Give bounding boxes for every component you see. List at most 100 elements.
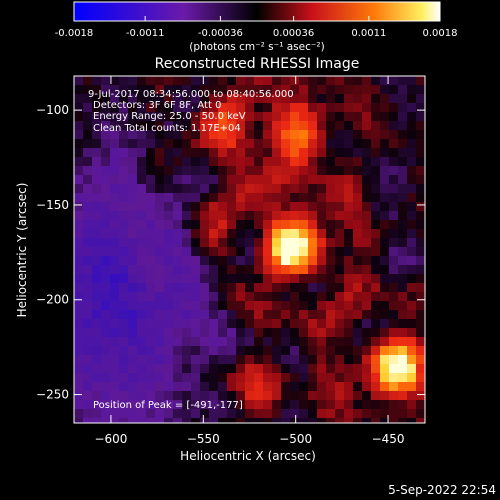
heatmap-cell bbox=[191, 220, 200, 229]
heatmap-cell bbox=[119, 202, 128, 211]
heatmap-cell bbox=[263, 265, 272, 274]
heatmap-cell bbox=[209, 238, 218, 247]
heatmap-cell bbox=[110, 157, 119, 166]
heatmap-cell bbox=[173, 103, 182, 112]
heatmap-cell bbox=[344, 292, 353, 301]
heatmap-cell bbox=[164, 130, 173, 139]
heatmap-cell bbox=[218, 355, 227, 364]
heatmap-cell bbox=[254, 202, 263, 211]
heatmap-cell bbox=[407, 94, 416, 103]
heatmap-cell bbox=[416, 265, 425, 274]
heatmap-cell bbox=[407, 175, 416, 184]
heatmap-cell bbox=[254, 301, 263, 310]
heatmap-cell bbox=[191, 355, 200, 364]
heatmap-cell bbox=[254, 193, 263, 202]
heatmap-cell bbox=[308, 310, 317, 319]
heatmap-cell bbox=[83, 373, 92, 382]
heatmap-cell bbox=[218, 157, 227, 166]
heatmap-cell bbox=[254, 265, 263, 274]
heatmap-cell bbox=[326, 256, 335, 265]
heatmap-cell bbox=[227, 373, 236, 382]
heatmap-cell bbox=[128, 139, 137, 148]
heatmap-cell bbox=[245, 292, 254, 301]
heatmap-cell bbox=[128, 103, 137, 112]
heatmap-cell bbox=[182, 211, 191, 220]
heatmap-cell bbox=[83, 391, 92, 400]
heatmap-cell bbox=[128, 400, 137, 409]
heatmap-cell bbox=[236, 94, 245, 103]
heatmap-cell bbox=[83, 418, 92, 423]
heatmap-cell bbox=[164, 202, 173, 211]
heatmap-cell bbox=[110, 229, 119, 238]
heatmap-cell bbox=[281, 283, 290, 292]
heatmap-cell bbox=[173, 112, 182, 121]
heatmap-cell bbox=[299, 265, 308, 274]
heatmap-cell bbox=[146, 76, 155, 85]
heatmap-cell bbox=[380, 220, 389, 229]
heatmap-cell bbox=[191, 337, 200, 346]
heatmap-cell bbox=[191, 283, 200, 292]
heatmap-cell bbox=[344, 211, 353, 220]
heatmap-cell bbox=[389, 337, 398, 346]
heatmap-cell bbox=[308, 292, 317, 301]
heatmap-cell bbox=[254, 157, 263, 166]
heatmap-cell bbox=[263, 229, 272, 238]
heatmap-cell bbox=[308, 121, 317, 130]
heatmap-cell bbox=[317, 175, 326, 184]
heatmap-cell bbox=[92, 148, 101, 157]
heatmap-cell bbox=[281, 76, 290, 85]
heatmap-cell bbox=[128, 202, 137, 211]
heatmap-cell bbox=[380, 364, 389, 373]
heatmap-cell bbox=[236, 256, 245, 265]
heatmap-cell bbox=[236, 319, 245, 328]
heatmap-cell bbox=[263, 319, 272, 328]
heatmap-cell bbox=[335, 301, 344, 310]
heatmap-cell bbox=[290, 328, 299, 337]
heatmap-cell bbox=[146, 148, 155, 157]
heatmap-cell bbox=[362, 220, 371, 229]
heatmap-cell bbox=[137, 382, 146, 391]
heatmap-cell bbox=[191, 76, 200, 85]
heatmap-cell bbox=[74, 418, 83, 423]
heatmap-cell bbox=[191, 247, 200, 256]
heatmap-cell bbox=[209, 148, 218, 157]
heatmap-cell bbox=[254, 220, 263, 229]
heatmap-cell bbox=[299, 292, 308, 301]
heatmap-cell bbox=[128, 238, 137, 247]
heatmap-cell bbox=[92, 256, 101, 265]
heatmap-cell bbox=[146, 229, 155, 238]
heatmap-cell bbox=[335, 139, 344, 148]
heatmap-cell bbox=[308, 211, 317, 220]
heatmap-cell bbox=[92, 409, 101, 418]
heatmap-cell bbox=[407, 238, 416, 247]
heatmap-cell bbox=[236, 166, 245, 175]
heatmap-cell bbox=[173, 76, 182, 85]
heatmap-cell bbox=[209, 337, 218, 346]
heatmap-cell bbox=[254, 391, 263, 400]
heatmap-cell bbox=[200, 175, 209, 184]
heatmap-cell bbox=[110, 202, 119, 211]
heatmap-cell bbox=[200, 130, 209, 139]
heatmap-cell bbox=[344, 112, 353, 121]
heatmap-cell bbox=[335, 418, 344, 423]
heatmap-cell bbox=[173, 364, 182, 373]
heatmap-cell bbox=[254, 355, 263, 364]
heatmap-cell bbox=[308, 184, 317, 193]
heatmap-cell bbox=[362, 292, 371, 301]
heatmap-cell bbox=[83, 337, 92, 346]
heatmap-cell bbox=[119, 301, 128, 310]
heatmap-cell bbox=[380, 337, 389, 346]
heatmap-cell bbox=[110, 418, 119, 423]
heatmap-cell bbox=[128, 355, 137, 364]
heatmap-cell bbox=[290, 85, 299, 94]
heatmap-cell bbox=[290, 382, 299, 391]
heatmap-cell bbox=[137, 103, 146, 112]
heatmap-cell bbox=[299, 76, 308, 85]
heatmap-cell bbox=[407, 193, 416, 202]
heatmap-cell bbox=[155, 418, 164, 423]
heatmap-cell bbox=[263, 211, 272, 220]
heatmap-cell bbox=[290, 256, 299, 265]
heatmap-cell bbox=[317, 292, 326, 301]
heatmap-cell bbox=[83, 85, 92, 94]
heatmap-cell bbox=[335, 76, 344, 85]
